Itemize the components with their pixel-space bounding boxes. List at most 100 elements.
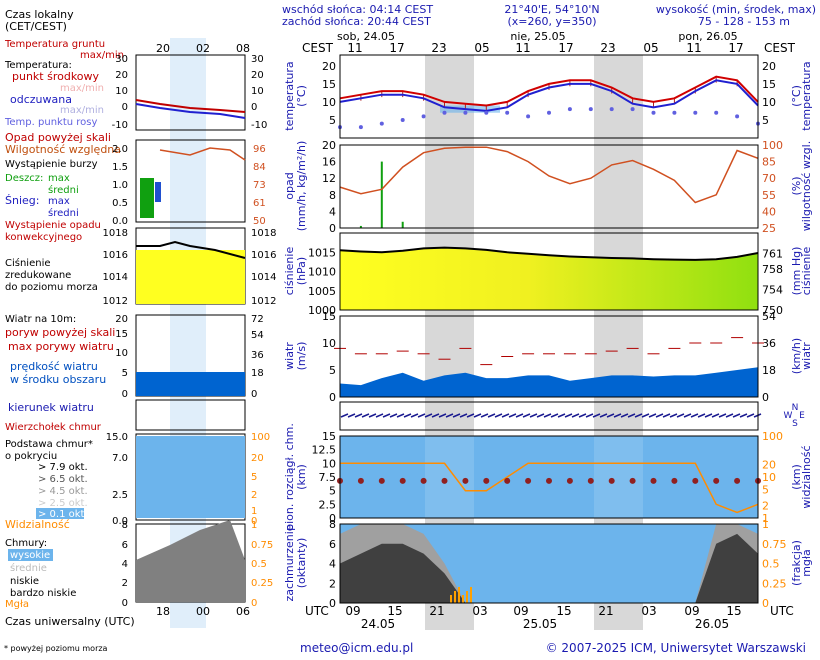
- wind-arrow: [536, 413, 545, 418]
- legend-storm: Wystąpienie burzy: [5, 159, 98, 170]
- legend-precip-tick: 1.5: [112, 162, 128, 173]
- legend-temp-tick: 20: [115, 70, 128, 81]
- legend-felt-mm: max/min: [60, 105, 104, 116]
- legend-rh: Wilgotność względna: [5, 143, 121, 156]
- visibility-axis-tick: 5: [762, 483, 769, 496]
- legend-cover-tick: 6: [122, 540, 128, 551]
- visibility-axis-tick: 2: [762, 500, 769, 513]
- temp-line: [339, 75, 759, 107]
- legend-precip-tick: 0.0: [112, 216, 128, 227]
- vis-axis-unit-right: (km): [790, 464, 803, 490]
- bottom-hour-label: 21: [429, 604, 444, 618]
- wind-arrow: [522, 413, 531, 418]
- legend-cover-fill: [136, 520, 245, 602]
- cloud-base-dot: [441, 477, 448, 484]
- wind-arrow: [634, 413, 643, 418]
- legend-cb-tick: 0.0: [112, 516, 128, 527]
- fog-axis-tick: 0: [762, 597, 769, 610]
- cloudbase-axis-tick: 15: [322, 430, 336, 443]
- cloud-base-dot: [692, 477, 699, 484]
- wind-arrow: [627, 413, 636, 418]
- grid-text: (x=260, y=350): [507, 15, 596, 28]
- vis-axis-title-right: widzialność: [800, 445, 813, 508]
- elevation-title: wysokość (min, środek, max): [656, 3, 816, 16]
- legend-cover-tick: 4: [122, 559, 128, 570]
- dew-point-dot: [442, 110, 447, 115]
- wind-arrow: [746, 413, 755, 418]
- legend-wind-tick: 10: [115, 348, 128, 359]
- legend-wind-title: Wiatr na 10m:: [5, 314, 76, 325]
- bottom-hour-label: 09: [684, 604, 699, 618]
- dew-point-dot: [547, 110, 551, 115]
- utc-label-right: UTC: [770, 604, 794, 618]
- wind-arrow: [592, 413, 601, 418]
- pressure-axis-title: ciśnienie: [283, 247, 296, 296]
- legend-mini-frame: [135, 399, 246, 431]
- legend-cet: (CET/CEST): [5, 20, 67, 33]
- cloudbase-axis-tick: 0: [329, 512, 336, 525]
- rh-axis-tick: 70: [762, 172, 776, 185]
- legend-rain-bar: [140, 178, 154, 218]
- dew-point-dot: [358, 125, 363, 130]
- legend-pres3: do poziomu morza: [5, 282, 98, 293]
- fog-axis-unit-right: (frakcja): [790, 540, 803, 586]
- compass-s: S: [792, 419, 798, 429]
- legend-cb: Wierzchołek chmur: [5, 422, 102, 433]
- legend-kmh-tick: 72: [251, 314, 264, 325]
- pressure-axis-tick: 1015: [308, 246, 336, 259]
- cloud-axis-unit: (km): [295, 464, 308, 490]
- legend-kmh-tick: 36: [251, 350, 264, 361]
- cloudbase-night: [594, 436, 643, 518]
- legend-utc-label: Czas uniwersalny (UTC): [5, 615, 135, 628]
- pressure-axis-tick: 1005: [308, 285, 336, 298]
- cloud-base-dot: [399, 477, 406, 484]
- fog-axis-title-right: mgła: [800, 549, 813, 577]
- top-hour-label: 17: [728, 41, 743, 55]
- wind-arrow: [459, 413, 468, 418]
- wind-arrow: [613, 413, 622, 418]
- pressure-mmhg-tick: 761: [762, 248, 783, 261]
- dew-point-dot: [505, 110, 510, 115]
- wind-arrow: [396, 413, 405, 418]
- precip-axis-tick: 0: [329, 222, 336, 235]
- legend-okt01: > 0.1 okt.: [38, 509, 88, 520]
- wind-arrow: [550, 413, 559, 418]
- pressure-line: [339, 246, 759, 261]
- legend-fog-tick: 0.75: [251, 540, 273, 551]
- cloud-base-dot: [713, 477, 720, 484]
- legend-vis-tick: 0: [251, 516, 257, 527]
- legend-rh-tick: 84: [253, 162, 266, 173]
- cest-label-left: CEST: [302, 41, 334, 55]
- footer-email[interactable]: meteo@icm.edu.pl: [300, 641, 413, 655]
- rh-axis-tick: 40: [762, 205, 776, 218]
- fog-bar: [470, 587, 472, 603]
- legend-felt-line: [135, 103, 246, 119]
- top-hour-label: 05: [643, 41, 658, 55]
- legend-wind-dir: kierunek wiatru: [8, 401, 94, 414]
- cloud-base-dot: [462, 477, 469, 484]
- temp-axis-unit-right: (°C): [790, 85, 803, 107]
- wind-arrow: [585, 413, 594, 418]
- wind-arrow: [725, 413, 734, 418]
- wind-kmh-tick: 36: [762, 337, 776, 350]
- visibility-axis-tick: 100: [762, 430, 783, 443]
- bottom-hour-label: 03: [641, 604, 656, 618]
- top-hour-label: 23: [600, 41, 615, 55]
- legend-temp-tick-right: 0: [251, 102, 257, 113]
- day-label-sun: nie, 25.05: [510, 30, 565, 43]
- legend-kmh-tick: 0: [251, 389, 257, 400]
- legend-temp-mid: punkt środkowy: [12, 70, 100, 83]
- legend-mini-frame: [135, 139, 246, 223]
- legend-cb-tick: 15.0: [106, 432, 128, 443]
- legend-snow-bar: [155, 182, 161, 202]
- wind-arrow: [424, 413, 433, 418]
- legend-rh-line: [159, 147, 246, 161]
- wind-arrow: [403, 413, 412, 418]
- legend-temp-tick-right: -10: [251, 120, 267, 131]
- dew-point-dot: [630, 107, 635, 112]
- cloud-base-dot: [629, 477, 636, 484]
- legend-cloudbase-fill: [136, 436, 245, 518]
- wind-arrow: [515, 413, 524, 418]
- legend-wind-fill: [136, 372, 245, 396]
- date-label-26: 26.05: [695, 617, 729, 631]
